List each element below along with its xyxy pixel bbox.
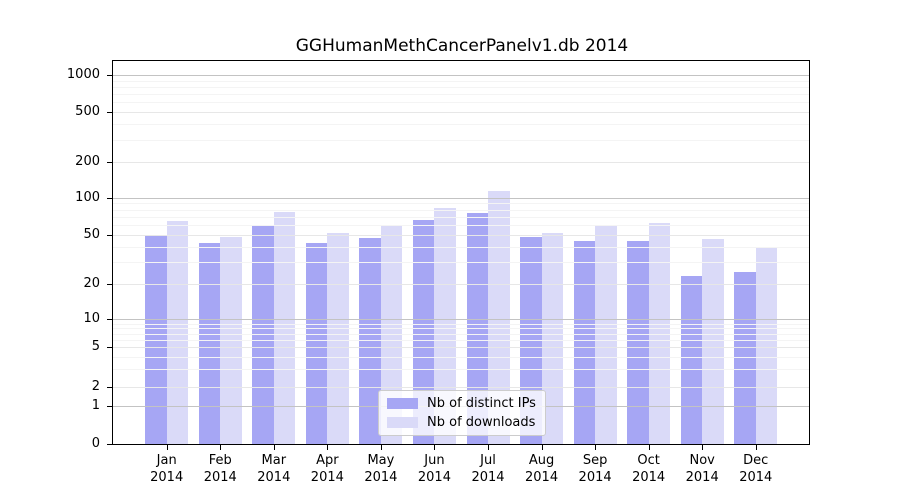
gridline (113, 94, 809, 95)
x-tick-mark (380, 445, 382, 450)
x-tick-mark (273, 445, 275, 450)
bar-distinct-ips-sep (573, 240, 596, 444)
y-tick-label-1: 1 (91, 397, 100, 413)
gridline (113, 203, 809, 204)
x-tick-label-may: May 2014 (364, 453, 398, 485)
y-tick-mark (107, 162, 112, 163)
x-tick-label-nov: Nov 2014 (685, 453, 719, 485)
bar-distinct-ips-jan (145, 235, 167, 444)
gridline (113, 247, 809, 248)
x-tick-mark (648, 445, 650, 450)
y-tick-label-1000: 1000 (66, 67, 100, 82)
legend-swatch-distinct-ips (387, 398, 418, 409)
gridline (113, 87, 809, 88)
y-tick-label-100: 100 (75, 189, 100, 205)
x-tick-mark (327, 445, 329, 450)
y-tick-mark (107, 387, 112, 388)
legend-label-downloads: Nb of downloads (427, 415, 536, 430)
gridline (113, 81, 809, 82)
y-tick-label-5: 5 (91, 339, 100, 354)
y-tick-mark (107, 197, 112, 199)
x-tick-label-aug: Aug 2014 (525, 453, 559, 485)
gridline (113, 369, 809, 370)
x-tick-mark (166, 445, 168, 450)
y-tick-mark (107, 283, 112, 285)
gridline (113, 210, 809, 211)
bar-distinct-ips-oct (627, 240, 649, 444)
gridline (113, 284, 809, 285)
gridline (113, 235, 809, 236)
legend-item-distinct-ips: Nb of distinct IPs (387, 396, 537, 411)
gridline (113, 124, 809, 125)
chart-title: GGHumanMethCancerPanelv1.db 2014 (295, 36, 629, 56)
x-tick-label-jun: Jun 2014 (417, 453, 451, 485)
bar-downloads-jul (488, 191, 510, 444)
y-tick-label-2: 2 (91, 379, 100, 394)
x-tick-mark (220, 445, 222, 450)
bar-downloads-dec (755, 248, 778, 444)
y-tick-label-0: 0 (91, 436, 100, 451)
y-tick-mark (107, 444, 112, 445)
gridline (113, 334, 809, 335)
legend-swatch-downloads (387, 417, 418, 428)
plot-area: Nb of distinct IPs Nb of downloads (112, 60, 810, 445)
y-tick-label-50: 50 (83, 227, 100, 242)
bar-distinct-ips-feb (198, 243, 221, 444)
gridline (113, 225, 809, 226)
y-tick-label-500: 500 (75, 103, 100, 119)
legend-label-distinct-ips: Nb of distinct IPs (427, 396, 536, 411)
x-tick-label-jul: Jul 2014 (471, 453, 505, 485)
gridline (113, 387, 809, 388)
gridline (113, 198, 809, 199)
bar-downloads-nov (702, 239, 724, 444)
bar-downloads-jun (434, 208, 456, 444)
bar-downloads-aug (541, 232, 564, 444)
x-tick-mark (702, 445, 704, 450)
y-tick-label-20: 20 (83, 275, 100, 291)
y-tick-mark (107, 319, 112, 321)
gridline (113, 328, 809, 329)
y-tick-mark (107, 405, 112, 407)
x-tick-mark (434, 445, 436, 450)
gridline (113, 140, 809, 141)
bar-downloads-apr (327, 232, 349, 444)
x-tick-label-feb: Feb 2014 (203, 453, 237, 485)
gridline (113, 262, 809, 263)
gridline (113, 162, 809, 163)
gridline (113, 102, 809, 103)
y-tick-mark (107, 235, 112, 236)
y-tick-label-10: 10 (83, 311, 100, 327)
y-tick-mark (107, 75, 112, 76)
gridline (113, 340, 809, 341)
x-tick-label-mar: Mar 2014 (257, 453, 291, 485)
bar-distinct-ips-apr (305, 243, 328, 444)
bar-downloads-jan (166, 220, 189, 444)
x-tick-mark (755, 445, 757, 450)
x-tick-label-oct: Oct 2014 (632, 453, 666, 485)
x-tick-label-sep: Sep 2014 (578, 453, 612, 485)
x-tick-label-jan: Jan 2014 (150, 453, 184, 485)
y-tick-mark (107, 111, 112, 113)
gridline (113, 217, 809, 218)
y-tick-label-200: 200 (75, 154, 100, 169)
gridline (113, 324, 809, 325)
gridline (113, 319, 809, 320)
gridline (113, 75, 809, 76)
legend: Nb of distinct IPs Nb of downloads (378, 390, 546, 436)
x-tick-mark (488, 445, 489, 450)
x-tick-label-dec: Dec 2014 (739, 453, 773, 485)
x-tick-mark (595, 445, 597, 450)
bar-distinct-ips-may (359, 238, 381, 444)
x-tick-label-apr: Apr 2014 (310, 453, 344, 485)
gridline (113, 112, 809, 113)
gridline (113, 347, 809, 348)
bar-distinct-ips-nov (680, 276, 703, 444)
bar-distinct-ips-jun (412, 220, 435, 444)
legend-item-downloads: Nb of downloads (387, 415, 537, 430)
y-tick-mark (107, 347, 112, 348)
gridline (113, 357, 809, 358)
x-tick-mark (541, 445, 543, 450)
bar-downloads-oct (648, 223, 671, 444)
